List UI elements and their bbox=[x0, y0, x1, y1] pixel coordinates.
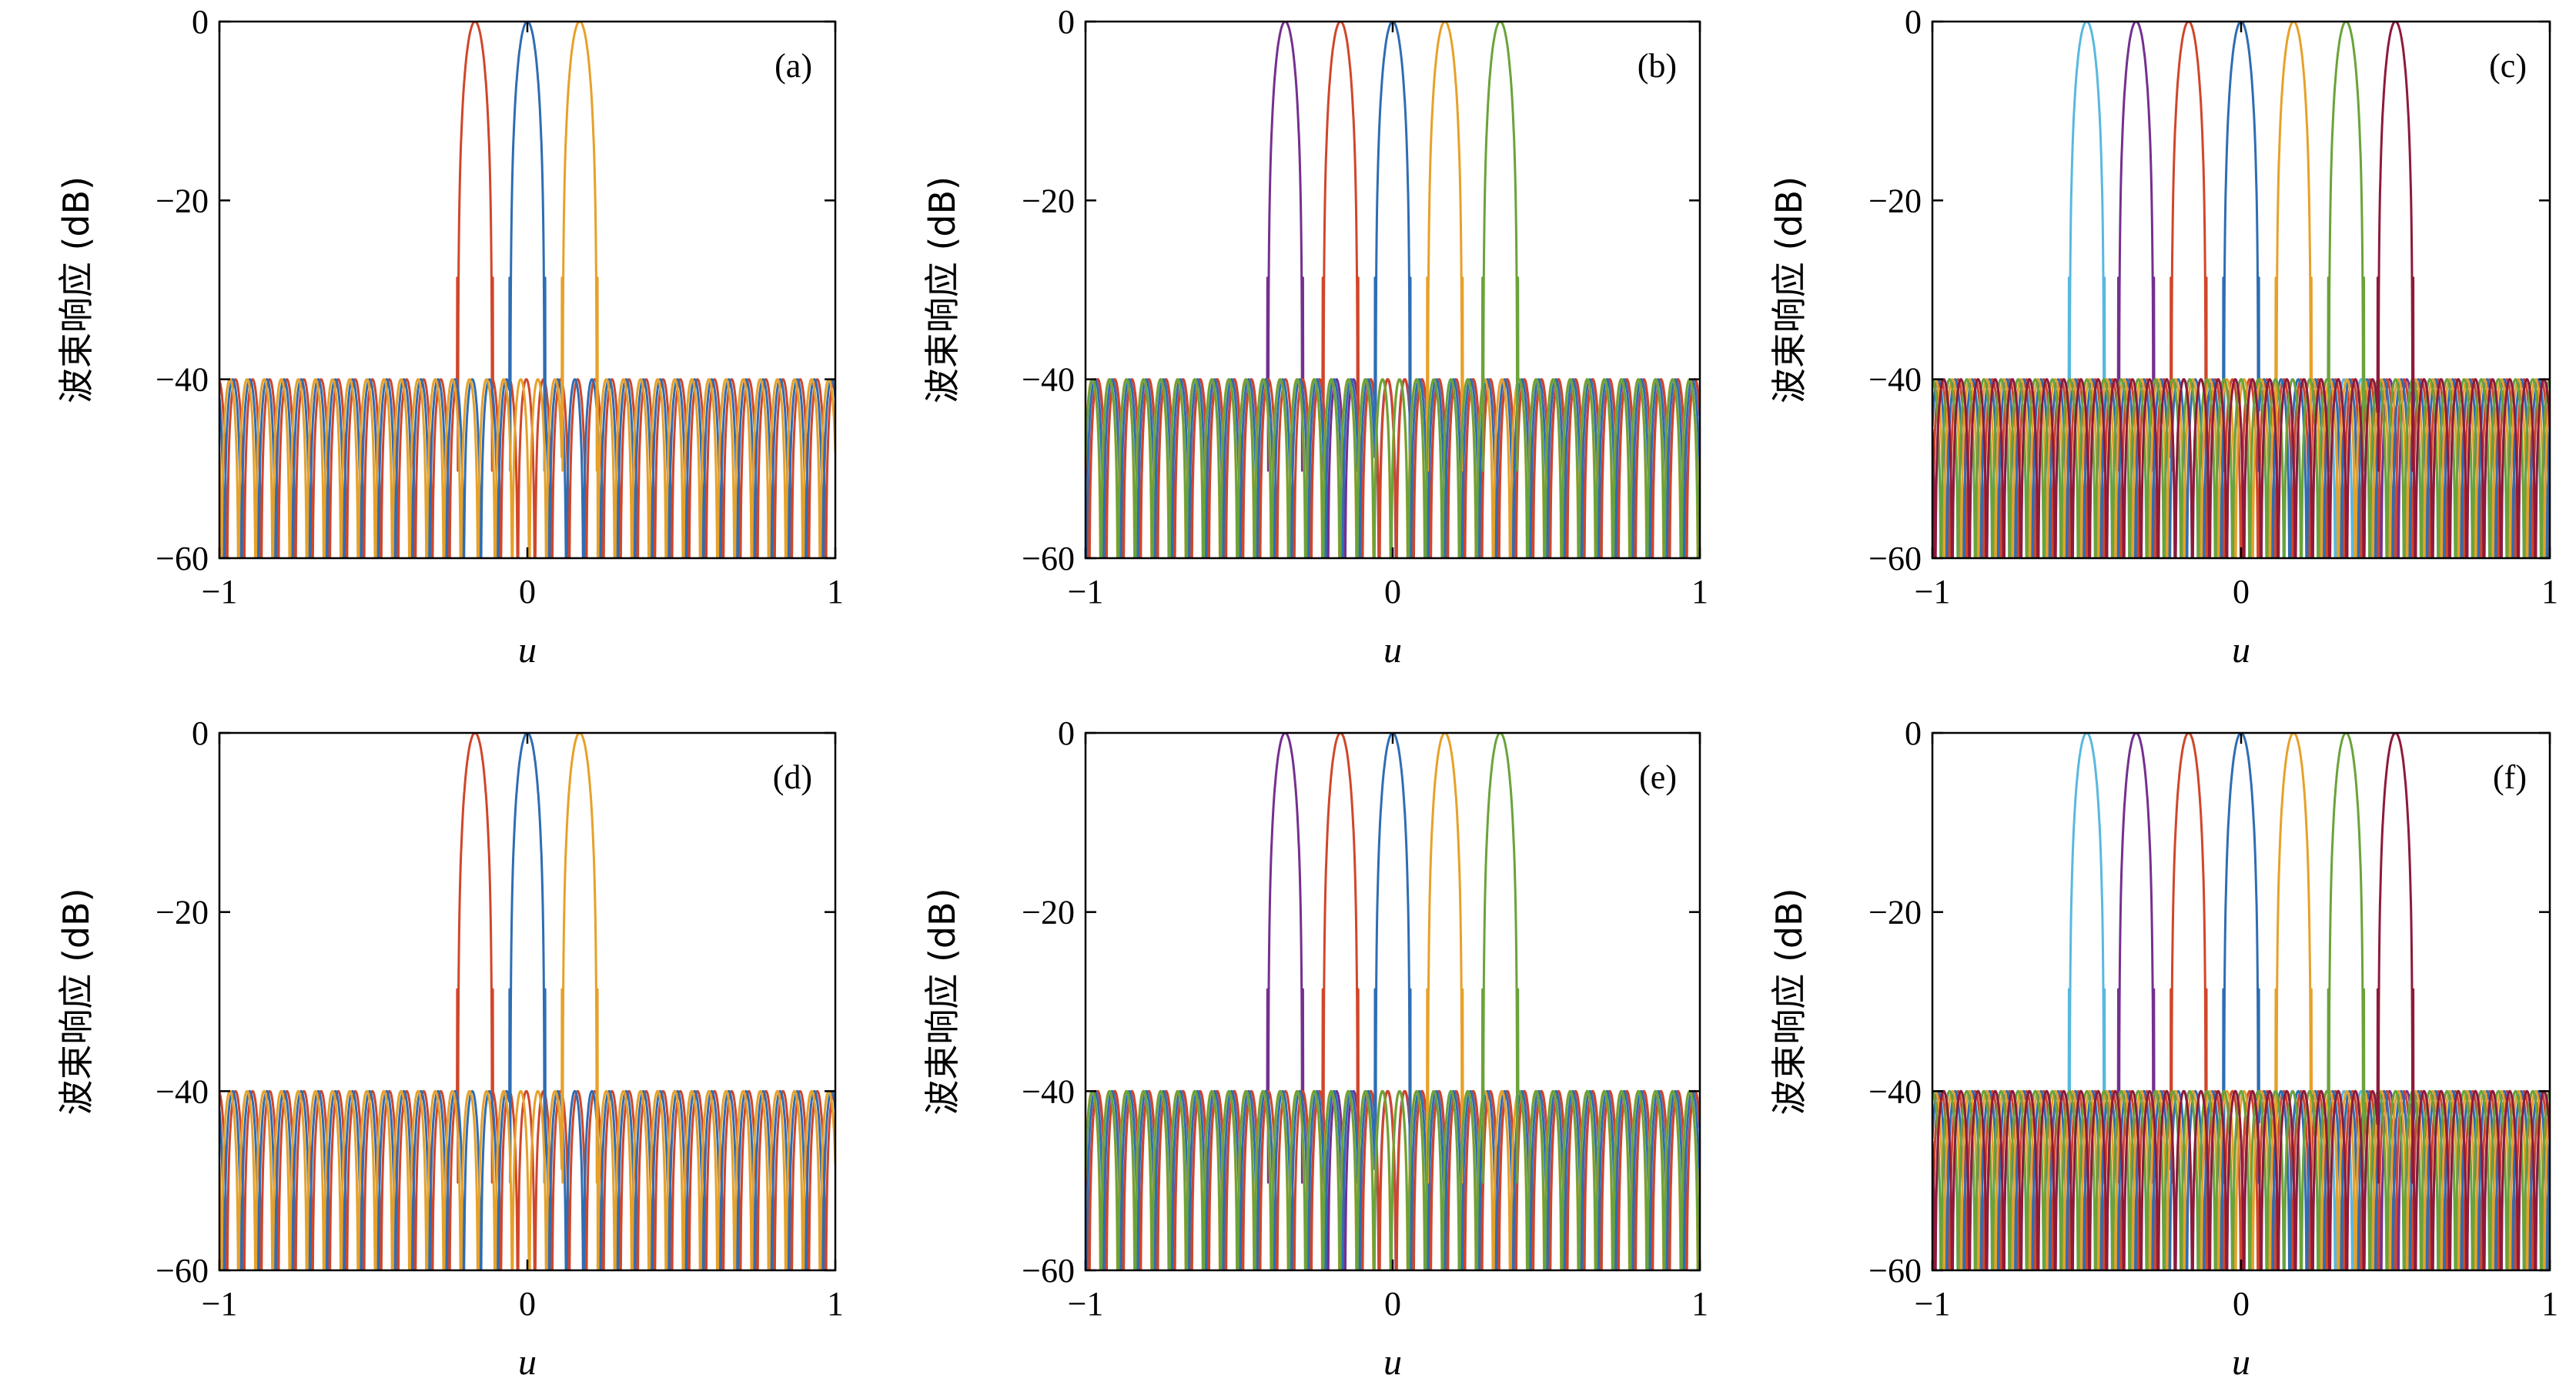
panel-e: 0 −20 −40 −60−1 0 1 u 波束响应 (dB) (e) bbox=[922, 714, 1708, 1375]
beam-series-line bbox=[219, 22, 835, 558]
y-axis-label: 波束响应 (dB) bbox=[1768, 888, 1810, 1115]
panel-a: 0 −20 −40 −60−1 0 1 u 波束响应 (dB) (a) bbox=[55, 3, 844, 671]
beam-series-line bbox=[1932, 22, 2550, 558]
panel-d: 0 −20 −40 −60−1 0 1 u 波束响应 (dB) (d) bbox=[55, 714, 844, 1375]
x-tick-label: −1 bbox=[202, 573, 238, 611]
x-tick-label: 0 bbox=[519, 573, 536, 611]
y-axis-label: 波束响应 (dB) bbox=[1768, 176, 1810, 403]
series-group bbox=[1932, 22, 2550, 558]
beam-series-line bbox=[1932, 733, 2550, 1270]
y-tick-label: −40 bbox=[156, 1072, 209, 1110]
y-axis-label: 波束响应 (dB) bbox=[55, 176, 97, 403]
x-axis-label: u bbox=[1383, 630, 1402, 671]
y-tick-label: 0 bbox=[192, 3, 209, 41]
panel-label: (b) bbox=[1638, 47, 1677, 85]
y-tick-label: −40 bbox=[1868, 361, 1922, 399]
beam-series-line bbox=[219, 733, 835, 1270]
y-tick-label: −20 bbox=[1868, 182, 1922, 219]
y-tick-label: −40 bbox=[1868, 1072, 1922, 1110]
beam-series-line bbox=[1932, 733, 2550, 1270]
y-tick-label: 0 bbox=[1905, 3, 1922, 41]
beam-series-line bbox=[219, 733, 835, 1270]
beam-series-line bbox=[1086, 733, 1700, 1270]
series-group bbox=[1932, 733, 2550, 1270]
series-group bbox=[1086, 733, 1700, 1270]
beam-series-line bbox=[219, 22, 835, 558]
beam-series-line bbox=[1086, 22, 1700, 558]
panel-b: 0 −20 −40 −60−1 0 1 u 波束响应 (dB) (b) bbox=[922, 3, 1708, 671]
x-axis-label: u bbox=[1383, 1342, 1402, 1375]
x-tick-label: 0 bbox=[2233, 573, 2250, 611]
x-tick-label: −1 bbox=[202, 1285, 238, 1323]
x-tick-label: 0 bbox=[2233, 1285, 2250, 1323]
beam-series-line bbox=[1086, 733, 1700, 1270]
panel-label: (c) bbox=[2489, 47, 2527, 85]
x-tick-label: 1 bbox=[827, 573, 844, 611]
x-tick-label: 1 bbox=[2541, 1285, 2558, 1323]
y-tick-label: −40 bbox=[1022, 361, 1075, 399]
x-axis-label: u bbox=[518, 630, 537, 671]
beam-series-line bbox=[1932, 22, 2550, 558]
y-tick-label: −60 bbox=[156, 1252, 209, 1290]
y-tick-label: −20 bbox=[1022, 182, 1075, 219]
x-tick-label: 0 bbox=[1384, 573, 1401, 611]
x-axis-label: u bbox=[518, 1342, 537, 1375]
y-axis-label: 波束响应 (dB) bbox=[922, 888, 963, 1115]
y-tick-label: −20 bbox=[1022, 894, 1075, 932]
y-tick-label: −60 bbox=[1022, 1252, 1075, 1290]
series-group bbox=[1086, 22, 1700, 558]
x-tick-label: 1 bbox=[2541, 573, 2558, 611]
y-tick-label: −20 bbox=[1868, 894, 1922, 932]
y-tick-label: −60 bbox=[156, 540, 209, 577]
y-tick-label: −20 bbox=[156, 182, 209, 219]
series-group bbox=[219, 22, 835, 558]
series-group bbox=[219, 733, 835, 1270]
x-tick-label: −1 bbox=[1068, 573, 1104, 611]
x-tick-label: 0 bbox=[1384, 1285, 1401, 1323]
y-tick-label: 0 bbox=[1905, 714, 1922, 752]
y-tick-label: 0 bbox=[1058, 714, 1075, 752]
x-tick-label: −1 bbox=[1915, 1285, 1951, 1323]
y-tick-label: 0 bbox=[1058, 3, 1075, 41]
y-tick-label: −20 bbox=[156, 894, 209, 932]
panel-label: (e) bbox=[1639, 758, 1677, 796]
beam-series-line bbox=[1932, 22, 2550, 558]
panel-c: 0 −20 −40 −60−1 0 1 u 波束响应 (dB) (c) bbox=[1768, 3, 2558, 671]
beam-series-line bbox=[1932, 733, 2550, 1270]
beam-series-line bbox=[219, 22, 835, 558]
x-tick-label: 1 bbox=[1691, 573, 1708, 611]
y-tick-label: −60 bbox=[1868, 540, 1922, 577]
panel-f: 0 −20 −40 −60−1 0 1 u 波束响应 (dB) (f) bbox=[1768, 714, 2558, 1375]
x-tick-label: −1 bbox=[1068, 1285, 1104, 1323]
y-tick-label: −40 bbox=[1022, 1072, 1075, 1110]
x-tick-label: 1 bbox=[827, 1285, 844, 1323]
x-axis-label: u bbox=[2232, 1342, 2250, 1375]
y-tick-label: 0 bbox=[192, 714, 209, 752]
beam-series-line bbox=[219, 733, 835, 1270]
y-axis-label: 波束响应 (dB) bbox=[922, 176, 963, 403]
y-axis-label: 波束响应 (dB) bbox=[55, 888, 97, 1115]
panel-label: (f) bbox=[2493, 758, 2527, 796]
y-tick-label: −60 bbox=[1022, 540, 1075, 577]
x-tick-label: 1 bbox=[1691, 1285, 1708, 1323]
x-axis-label: u bbox=[2232, 630, 2250, 671]
x-tick-label: 0 bbox=[519, 1285, 536, 1323]
x-tick-label: −1 bbox=[1915, 573, 1951, 611]
panel-label: (d) bbox=[773, 758, 812, 796]
y-tick-label: −40 bbox=[156, 361, 209, 399]
beam-series-line bbox=[1086, 22, 1700, 558]
panel-label: (a) bbox=[774, 47, 812, 85]
y-tick-label: −60 bbox=[1868, 1252, 1922, 1290]
